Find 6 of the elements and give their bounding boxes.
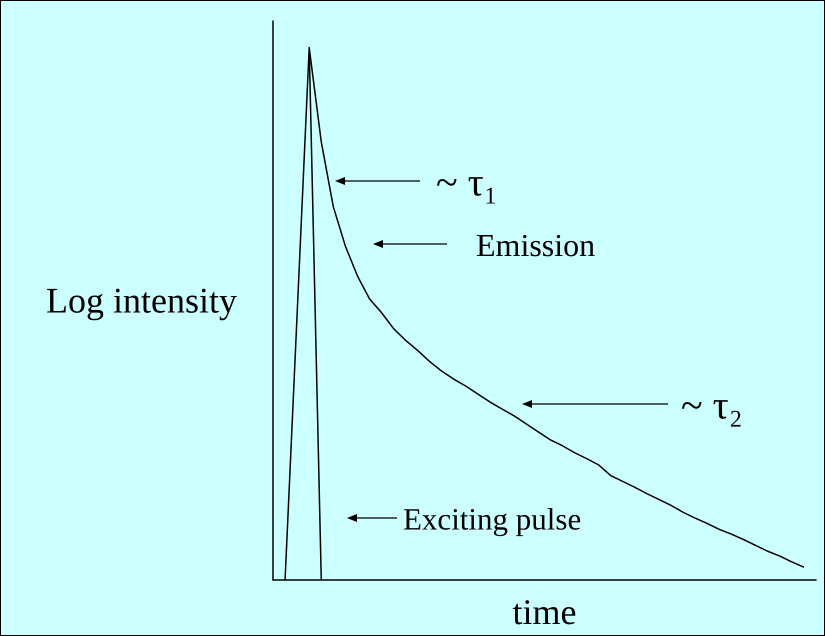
annotation: ~ τ₁ bbox=[436, 160, 498, 204]
annotation: Emission bbox=[476, 227, 596, 263]
x-axis-title: time bbox=[512, 592, 576, 632]
y-axis-title: Log intensity bbox=[46, 280, 237, 320]
annotation: Exciting pulse bbox=[403, 502, 582, 536]
annotation: ~ τ₂ bbox=[681, 382, 743, 428]
